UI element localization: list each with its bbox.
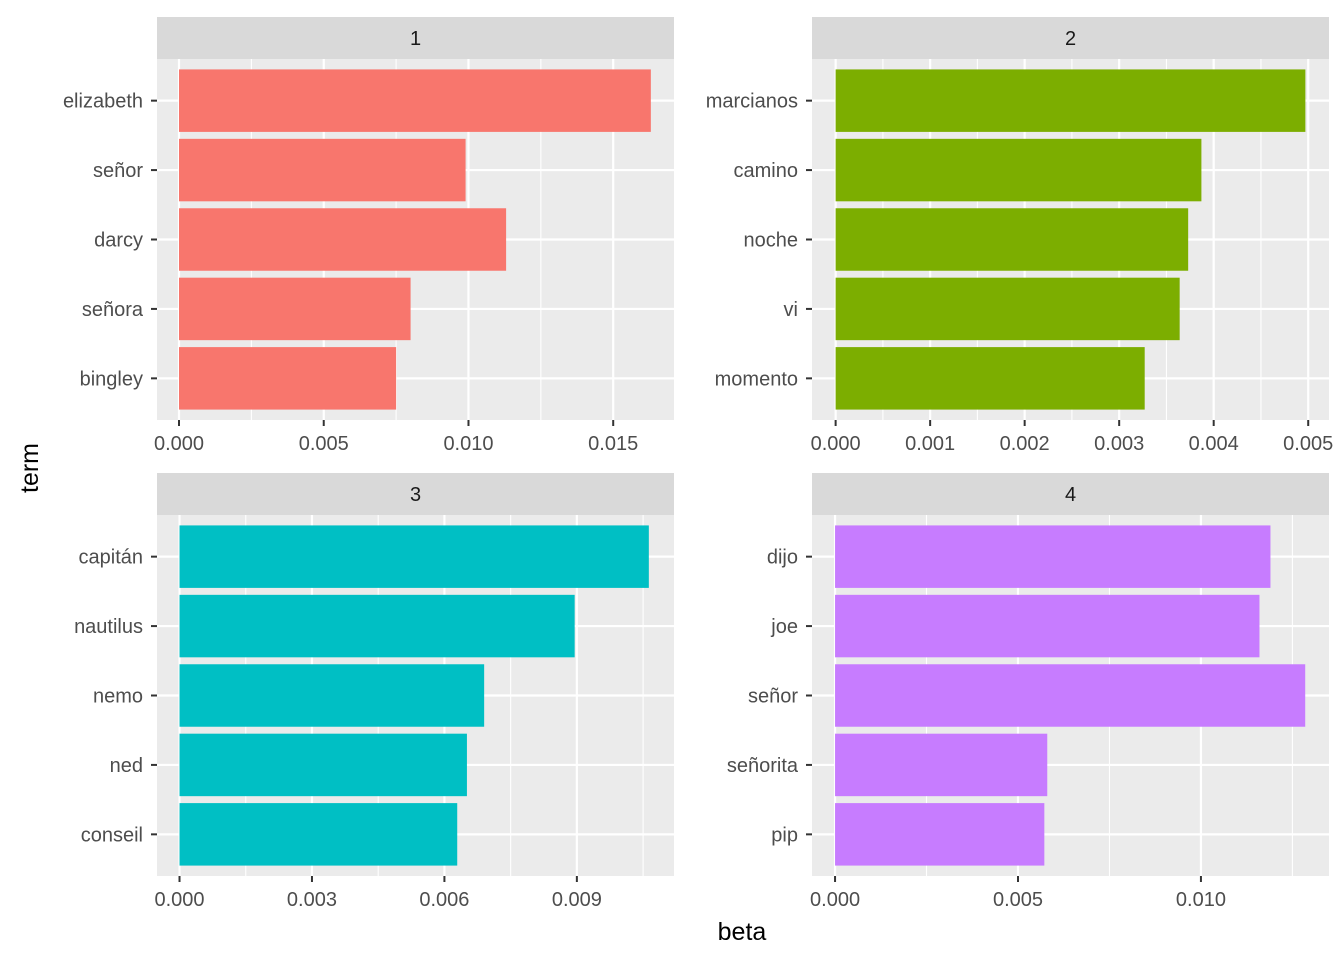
x-tick-label: 0.005	[299, 433, 349, 455]
facet-strip	[157, 473, 674, 515]
bar-camino	[835, 138, 1202, 202]
facet-strip-label: 4	[1065, 484, 1076, 506]
y-tick-label: ned	[110, 755, 143, 777]
facet-strip-label: 2	[1065, 28, 1076, 50]
y-tick-label: elizabeth	[63, 91, 143, 113]
bar-nemo	[179, 664, 485, 727]
bar-nautilus	[179, 594, 575, 658]
x-tick-label: 0.005	[993, 889, 1043, 911]
bar-pip	[835, 803, 1045, 866]
x-tick-label: 0.015	[588, 433, 638, 455]
facet-strip-label: 1	[410, 28, 421, 50]
y-tick-label: darcy	[94, 230, 143, 252]
bar-señor	[835, 664, 1306, 727]
bar-ned	[179, 733, 467, 797]
y-tick-label: señora	[82, 299, 144, 321]
y-tick-label: noche	[744, 230, 799, 252]
y-tick-label: joe	[770, 616, 798, 638]
x-tick-label: 0.004	[1189, 433, 1239, 455]
bar-capitán	[179, 525, 649, 588]
y-tick-label: dijo	[767, 547, 798, 569]
bar-elizabeth	[179, 69, 651, 132]
y-tick-label: señor	[748, 686, 798, 708]
x-tick-label: 0.005	[1283, 433, 1333, 455]
x-tick-label: 0.003	[287, 889, 337, 911]
y-tick-label: vi	[784, 299, 798, 321]
x-tick-label: 0.000	[154, 889, 204, 911]
facet-strip-label: 3	[410, 484, 421, 506]
y-tick-label: capitán	[79, 547, 144, 569]
facet-panel-3: 3 0.000 0.003 0.006 0.009 capitán nautilus nemo…	[74, 473, 674, 911]
bar-dijo	[835, 525, 1271, 588]
y-tick-label: señorita	[727, 755, 799, 777]
bar-joe	[835, 594, 1260, 658]
x-tick-label: 0.010	[443, 433, 493, 455]
facet-panel-4: 4 0.000 0.005 0.010 dijo joe señor señorita pip	[727, 473, 1329, 911]
y-axis-title: term	[16, 443, 44, 493]
y-tick-label: momento	[715, 368, 798, 390]
x-tick-label: 0.003	[1094, 433, 1144, 455]
facet-strip	[812, 17, 1329, 59]
facet-panel-2: 2 0.000 0.001 0.002 0.003 0.004 0.005 marcianos…	[706, 17, 1333, 455]
y-tick-label: conseil	[81, 824, 143, 846]
bar-darcy	[179, 208, 507, 271]
x-tick-label: 0.010	[1176, 889, 1226, 911]
bar-momento	[835, 347, 1145, 410]
y-tick-label: bingley	[80, 368, 143, 390]
x-tick-label: 0.000	[811, 433, 861, 455]
y-tick-label: camino	[734, 160, 798, 182]
bar-bingley	[179, 347, 397, 410]
bar-marcianos	[835, 69, 1306, 132]
y-tick-label: nautilus	[74, 616, 143, 638]
bar-vi	[835, 277, 1180, 341]
bar-conseil	[179, 803, 458, 866]
x-tick-label: 0.001	[905, 433, 955, 455]
x-tick-label: 0.009	[552, 889, 602, 911]
y-tick-label: pip	[771, 824, 798, 846]
bar-señorita	[835, 733, 1048, 797]
facet-strip	[812, 473, 1329, 515]
x-axis-title: beta	[718, 918, 767, 946]
y-tick-label: nemo	[93, 686, 143, 708]
bar-señor	[179, 138, 466, 202]
y-tick-label: marcianos	[706, 91, 798, 113]
x-tick-label: 0.000	[810, 889, 860, 911]
bar-noche	[835, 208, 1189, 271]
bar-señora	[179, 277, 411, 341]
facet-strip	[157, 17, 674, 59]
x-tick-label: 0.006	[419, 889, 469, 911]
facet-panel-1: 1 0.000 0.005 0.010 0.015 elizabeth señor darcy…	[63, 17, 674, 455]
x-tick-label: 0.000	[154, 433, 204, 455]
y-tick-label: señor	[93, 160, 143, 182]
x-tick-label: 0.002	[1000, 433, 1050, 455]
